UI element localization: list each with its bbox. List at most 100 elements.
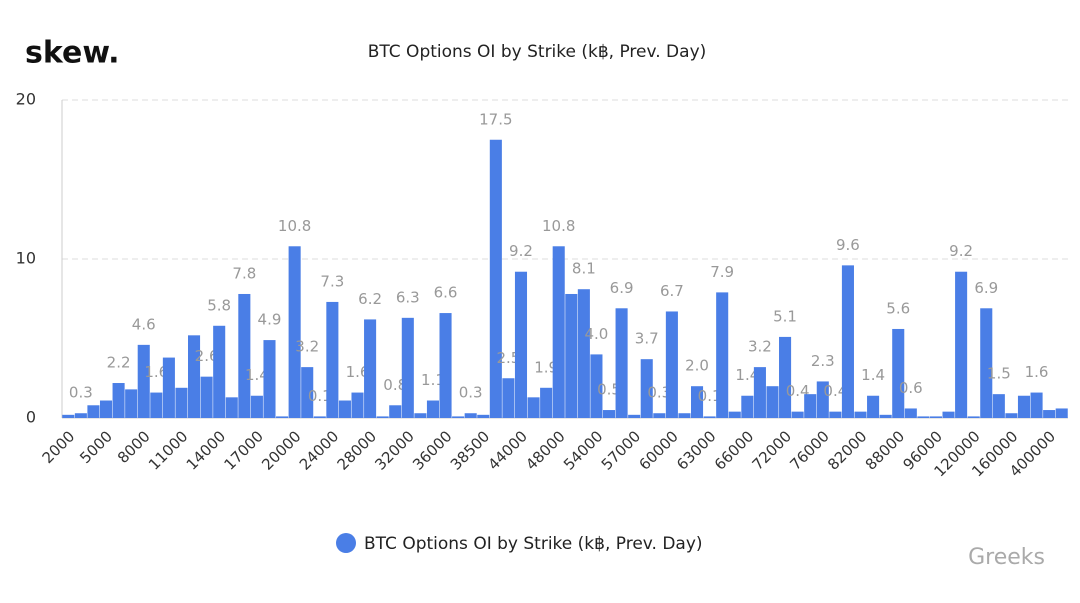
bar: [376, 416, 389, 418]
bar: [162, 357, 175, 418]
data-label: 5.6: [886, 299, 910, 317]
bar: [552, 246, 565, 418]
bar: [112, 383, 125, 418]
data-label: 6.9: [610, 279, 634, 297]
x-tick-label: 48000: [522, 427, 568, 473]
data-label: 1.4: [735, 366, 759, 384]
legend-marker: [336, 533, 356, 553]
x-tick-label: 54000: [560, 427, 606, 473]
bar: [841, 265, 854, 418]
data-label: 1.6: [1025, 363, 1049, 381]
data-label: 8.1: [572, 260, 596, 278]
bar: [288, 246, 301, 418]
bar: [439, 313, 452, 418]
data-label: 9.2: [949, 242, 973, 260]
y-tick-label: 0: [26, 408, 36, 427]
data-label: 1.9: [534, 358, 558, 376]
bar: [653, 413, 666, 418]
x-tick-label: 88000: [862, 427, 908, 473]
bar: [753, 367, 766, 418]
bar: [540, 387, 553, 418]
bar: [477, 414, 490, 418]
x-tick-label: 32000: [371, 427, 417, 473]
bar: [87, 405, 100, 418]
x-tick-label: 24000: [296, 427, 342, 473]
bar: [364, 319, 377, 418]
bar: [917, 416, 930, 418]
bar: [414, 413, 427, 418]
bar: [238, 293, 251, 418]
bar: [791, 411, 804, 418]
bar: [502, 378, 515, 418]
data-label: 6.9: [974, 279, 998, 297]
bar: [489, 139, 502, 418]
data-label: 7.3: [320, 272, 344, 290]
bar: [590, 354, 603, 418]
bar: [200, 376, 213, 418]
data-label: 6.6: [434, 284, 458, 302]
data-label: 1.5: [987, 365, 1011, 383]
bar: [565, 293, 578, 418]
bar: [338, 400, 351, 418]
bar: [125, 389, 138, 418]
bar: [426, 400, 439, 418]
x-tick-label: 17000: [220, 427, 266, 473]
x-tick-label: 66000: [711, 427, 757, 473]
bar: [779, 336, 792, 418]
data-label: 4.9: [258, 311, 282, 329]
x-tick-label: 72000: [749, 427, 795, 473]
bar: [514, 271, 528, 418]
x-tick-label: 76000: [786, 427, 832, 473]
bar: [980, 308, 993, 418]
data-label: 6.3: [396, 288, 420, 306]
y-tick-label: 10: [16, 249, 36, 268]
bar: [188, 335, 201, 418]
data-label: 1.1: [421, 371, 445, 389]
bar: [804, 394, 817, 418]
bar: [389, 405, 402, 418]
bar: [326, 301, 339, 418]
x-tick-label: 5000: [76, 427, 116, 467]
bar: [829, 411, 842, 418]
bar: [628, 414, 641, 418]
x-tick-label: 38500: [447, 427, 493, 473]
data-label: 5.1: [773, 307, 797, 325]
bar: [665, 311, 678, 418]
data-label: 4.0: [585, 325, 609, 343]
data-label: 6.7: [660, 282, 684, 300]
data-label: 10.8: [278, 217, 311, 235]
bar: [213, 325, 226, 418]
x-tick-label: 11000: [145, 427, 191, 473]
logo: skew.: [25, 36, 120, 71]
data-label: 9.2: [509, 242, 533, 260]
chart-title: BTC Options OI by Strike (k฿, Prev. Day): [368, 42, 707, 62]
bar: [929, 416, 942, 418]
bar: [942, 411, 955, 418]
data-label: 10.8: [542, 217, 575, 235]
bar: [867, 395, 880, 418]
bar: [678, 413, 691, 418]
bar: [992, 394, 1005, 418]
data-label: 17.5: [479, 110, 512, 128]
bar: [62, 414, 75, 418]
bar: [577, 289, 590, 418]
y-tick-label: 20: [16, 90, 36, 109]
bar: [74, 413, 87, 418]
bar: [1055, 408, 1068, 418]
bar: [728, 411, 741, 418]
x-tick-label: 14000: [183, 427, 229, 473]
bar: [1017, 395, 1031, 418]
x-tick-label: 20000: [258, 427, 304, 473]
bar: [640, 359, 653, 418]
bar: [892, 328, 905, 418]
x-tick-label: 36000: [409, 427, 455, 473]
data-label: 0.4: [786, 382, 810, 400]
data-label: 9.6: [836, 236, 860, 254]
data-label: 1.4: [861, 366, 885, 384]
data-label: 2.2: [107, 354, 131, 372]
data-label: 6.2: [358, 290, 382, 308]
data-label: 0.6: [899, 379, 923, 397]
data-label: 3.2: [295, 338, 319, 356]
bar: [904, 408, 917, 418]
bar: [464, 413, 477, 418]
